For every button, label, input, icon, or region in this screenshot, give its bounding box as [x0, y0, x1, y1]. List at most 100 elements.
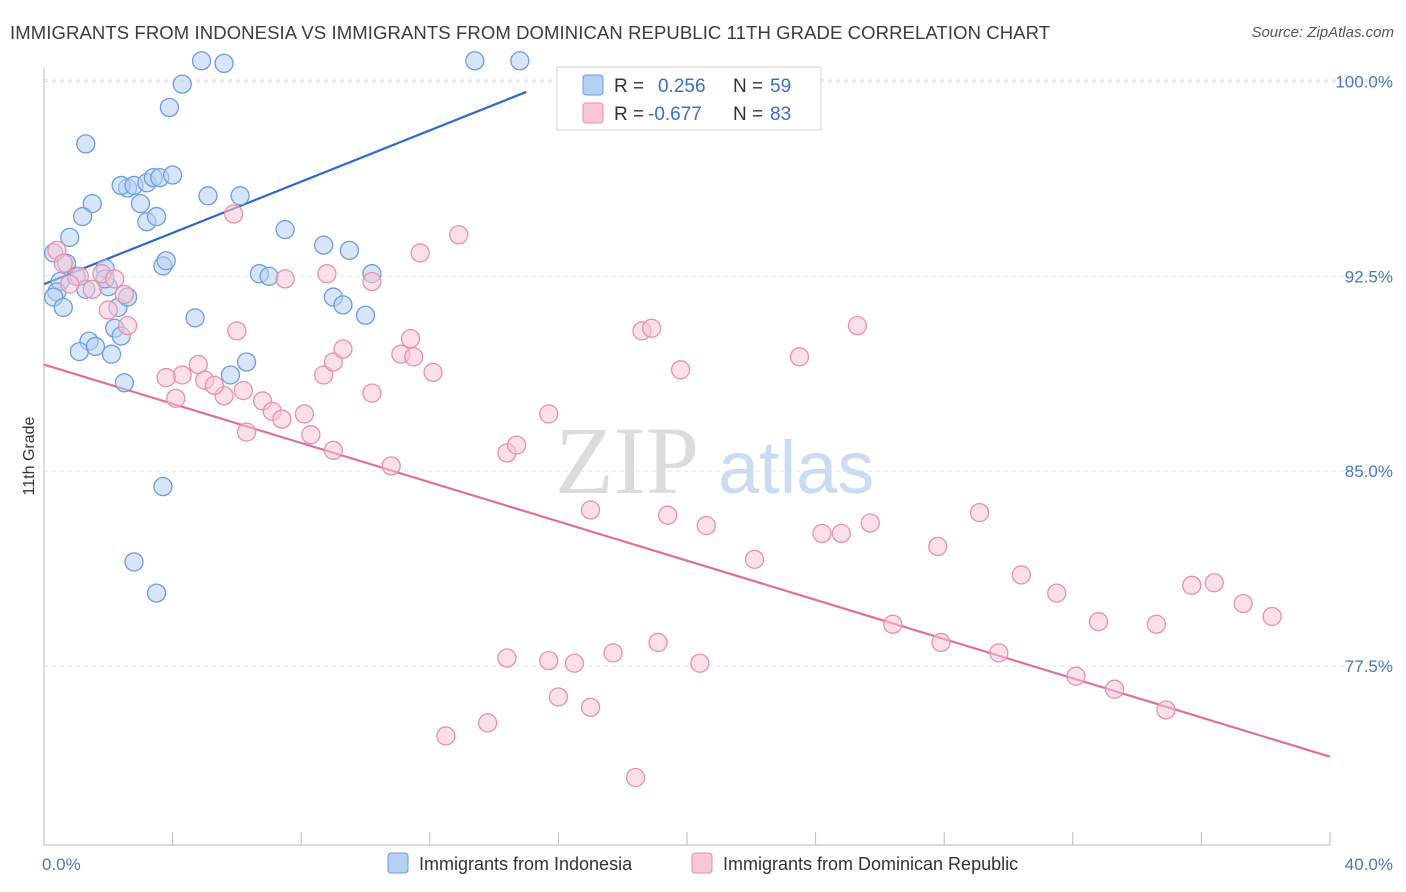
legend-swatch-dominican — [582, 102, 604, 124]
point-dominican — [690, 653, 710, 673]
watermark-zip: ZIP — [555, 407, 699, 514]
watermark-atlas: atlas — [718, 426, 874, 509]
point-indonesia — [69, 341, 90, 362]
point-dominican — [603, 643, 623, 663]
point-dominican — [1066, 666, 1086, 686]
source-credit: Source: ZipAtlas.com — [1251, 24, 1394, 41]
point-indonesia — [220, 365, 241, 385]
point-dominican — [812, 523, 832, 544]
point-indonesia — [124, 552, 144, 572]
point-indonesia — [230, 186, 250, 206]
legend-n-label-indonesia: N = — [733, 76, 763, 97]
point-dominican — [564, 653, 585, 673]
point-dominican — [931, 632, 951, 653]
point-indonesia — [355, 305, 376, 325]
point-dominican — [989, 643, 1009, 663]
y-tick-label: 92.5% — [1345, 267, 1393, 286]
point-dominican — [696, 515, 716, 536]
point-dominican — [301, 425, 321, 445]
x-tick-label-max: 40.0% — [1345, 855, 1393, 874]
point-dominican — [400, 328, 421, 349]
point-dominican — [105, 269, 125, 289]
y-tick-label: 100.0% — [1335, 73, 1393, 92]
legend-r-label-dominican: R = — [614, 104, 644, 125]
point-indonesia — [60, 227, 80, 248]
point-dominican — [1011, 565, 1032, 585]
point-dominican — [670, 360, 691, 380]
point-indonesia — [162, 165, 183, 185]
point-dominican — [1104, 679, 1125, 699]
point-indonesia — [465, 51, 485, 71]
point-dominican — [1233, 593, 1253, 614]
point-dominican — [883, 614, 903, 634]
point-indonesia — [85, 336, 106, 357]
point-dominican — [831, 523, 851, 544]
y-axis-label: 11th Grade — [21, 416, 38, 495]
point-indonesia — [236, 352, 257, 372]
point-dominican — [641, 318, 662, 338]
stats-legend: R = 0.256 N = 59 R = -0.677 N = 83 — [556, 66, 822, 131]
point-dominican — [1182, 575, 1202, 595]
legend-r-value-indonesia: 0.256 — [658, 76, 706, 97]
data-points — [43, 51, 1282, 788]
point-dominican — [789, 347, 810, 367]
point-dominican — [506, 435, 527, 455]
point-dominican — [1146, 614, 1167, 634]
point-dominican — [580, 697, 601, 718]
point-dominican — [1088, 612, 1109, 632]
point-dominican — [625, 767, 646, 788]
point-dominican — [53, 253, 73, 273]
point-dominican — [362, 271, 382, 292]
point-indonesia — [156, 251, 176, 271]
point-dominican — [381, 456, 401, 476]
legend-swatch-indonesia — [582, 74, 604, 96]
point-indonesia — [153, 476, 173, 497]
legend-n-label-dominican: N = — [733, 104, 763, 125]
point-indonesia — [214, 53, 234, 74]
point-dominican — [580, 500, 601, 520]
point-indonesia — [130, 193, 151, 214]
point-dominican — [272, 409, 292, 429]
point-dominican — [224, 204, 244, 224]
point-dominican — [323, 440, 344, 460]
point-dominican — [323, 352, 344, 372]
point-indonesia — [314, 235, 334, 255]
point-dominican — [166, 388, 186, 409]
chart-title: IMMIGRANTS FROM INDONESIA VS IMMIGRANTS … — [10, 22, 1051, 43]
legend-r-value-dominican: -0.677 — [648, 104, 702, 125]
series-legend-label-indonesia: Immigrants from Indonesia — [419, 854, 633, 874]
point-dominican — [404, 347, 424, 367]
point-indonesia — [339, 240, 360, 260]
point-indonesia — [198, 186, 218, 206]
point-dominican — [410, 243, 430, 263]
point-indonesia — [191, 51, 212, 71]
point-dominican — [233, 380, 253, 401]
watermark: ZIP atlas — [555, 407, 874, 514]
point-dominican — [362, 383, 382, 403]
legend-n-value-dominican: 83 — [770, 104, 791, 125]
point-dominican — [236, 422, 257, 442]
point-dominican — [497, 648, 517, 668]
point-indonesia — [146, 583, 167, 603]
point-indonesia — [146, 206, 167, 227]
trend-line-indonesia — [43, 90, 527, 286]
point-dominican — [1047, 583, 1067, 603]
point-dominican — [114, 284, 135, 305]
point-dominican — [423, 362, 443, 383]
point-dominican — [172, 365, 192, 385]
point-dominican — [1156, 700, 1176, 720]
x-tick-label-min: 0.0% — [42, 855, 81, 874]
point-dominican — [317, 264, 337, 284]
series-legend-label-dominican: Immigrants from Dominican Republic — [723, 854, 1018, 874]
legend-r-label-indonesia: R = — [614, 76, 644, 97]
point-dominican — [539, 404, 559, 424]
point-dominican — [1204, 573, 1224, 593]
point-indonesia — [101, 344, 122, 364]
point-dominican — [82, 279, 102, 299]
point-indonesia — [159, 97, 180, 118]
point-dominican — [860, 513, 880, 533]
point-indonesia — [333, 295, 353, 315]
point-dominican — [294, 404, 315, 424]
point-dominican — [969, 502, 990, 523]
